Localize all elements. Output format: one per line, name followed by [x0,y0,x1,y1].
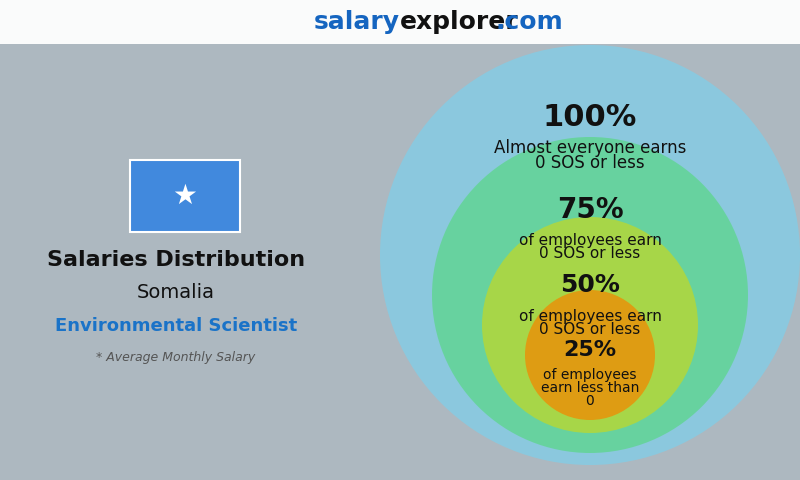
Bar [0,0,800,44]
Bar [130,160,240,232]
Text: Almost everyone earns: Almost everyone earns [494,139,686,157]
Text: 0 SOS or less: 0 SOS or less [535,154,645,172]
Text: 100%: 100% [543,104,637,132]
Text: of employees: of employees [543,368,637,382]
Text: 25%: 25% [563,340,617,360]
Text: of employees earn: of employees earn [518,232,662,248]
Text: ★: ★ [173,182,198,210]
Text: earn less than: earn less than [541,381,639,395]
Circle shape [482,217,698,433]
Text: 0 SOS or less: 0 SOS or less [539,323,641,337]
Text: of employees earn: of employees earn [518,309,662,324]
Text: * Average Monthly Salary: * Average Monthly Salary [96,351,256,364]
Text: Somalia: Somalia [137,283,215,301]
Text: 50%: 50% [560,273,620,297]
Text: Environmental Scientist: Environmental Scientist [55,317,297,335]
Text: Salaries Distribution: Salaries Distribution [47,250,305,270]
Circle shape [380,45,800,465]
Text: explorer: explorer [400,10,518,34]
Circle shape [525,290,655,420]
Text: 75%: 75% [557,196,623,224]
Circle shape [432,137,748,453]
Text: 0 SOS or less: 0 SOS or less [539,247,641,262]
Text: 0: 0 [586,394,594,408]
Text: .com: .com [495,10,562,34]
Text: salary: salary [314,10,400,34]
